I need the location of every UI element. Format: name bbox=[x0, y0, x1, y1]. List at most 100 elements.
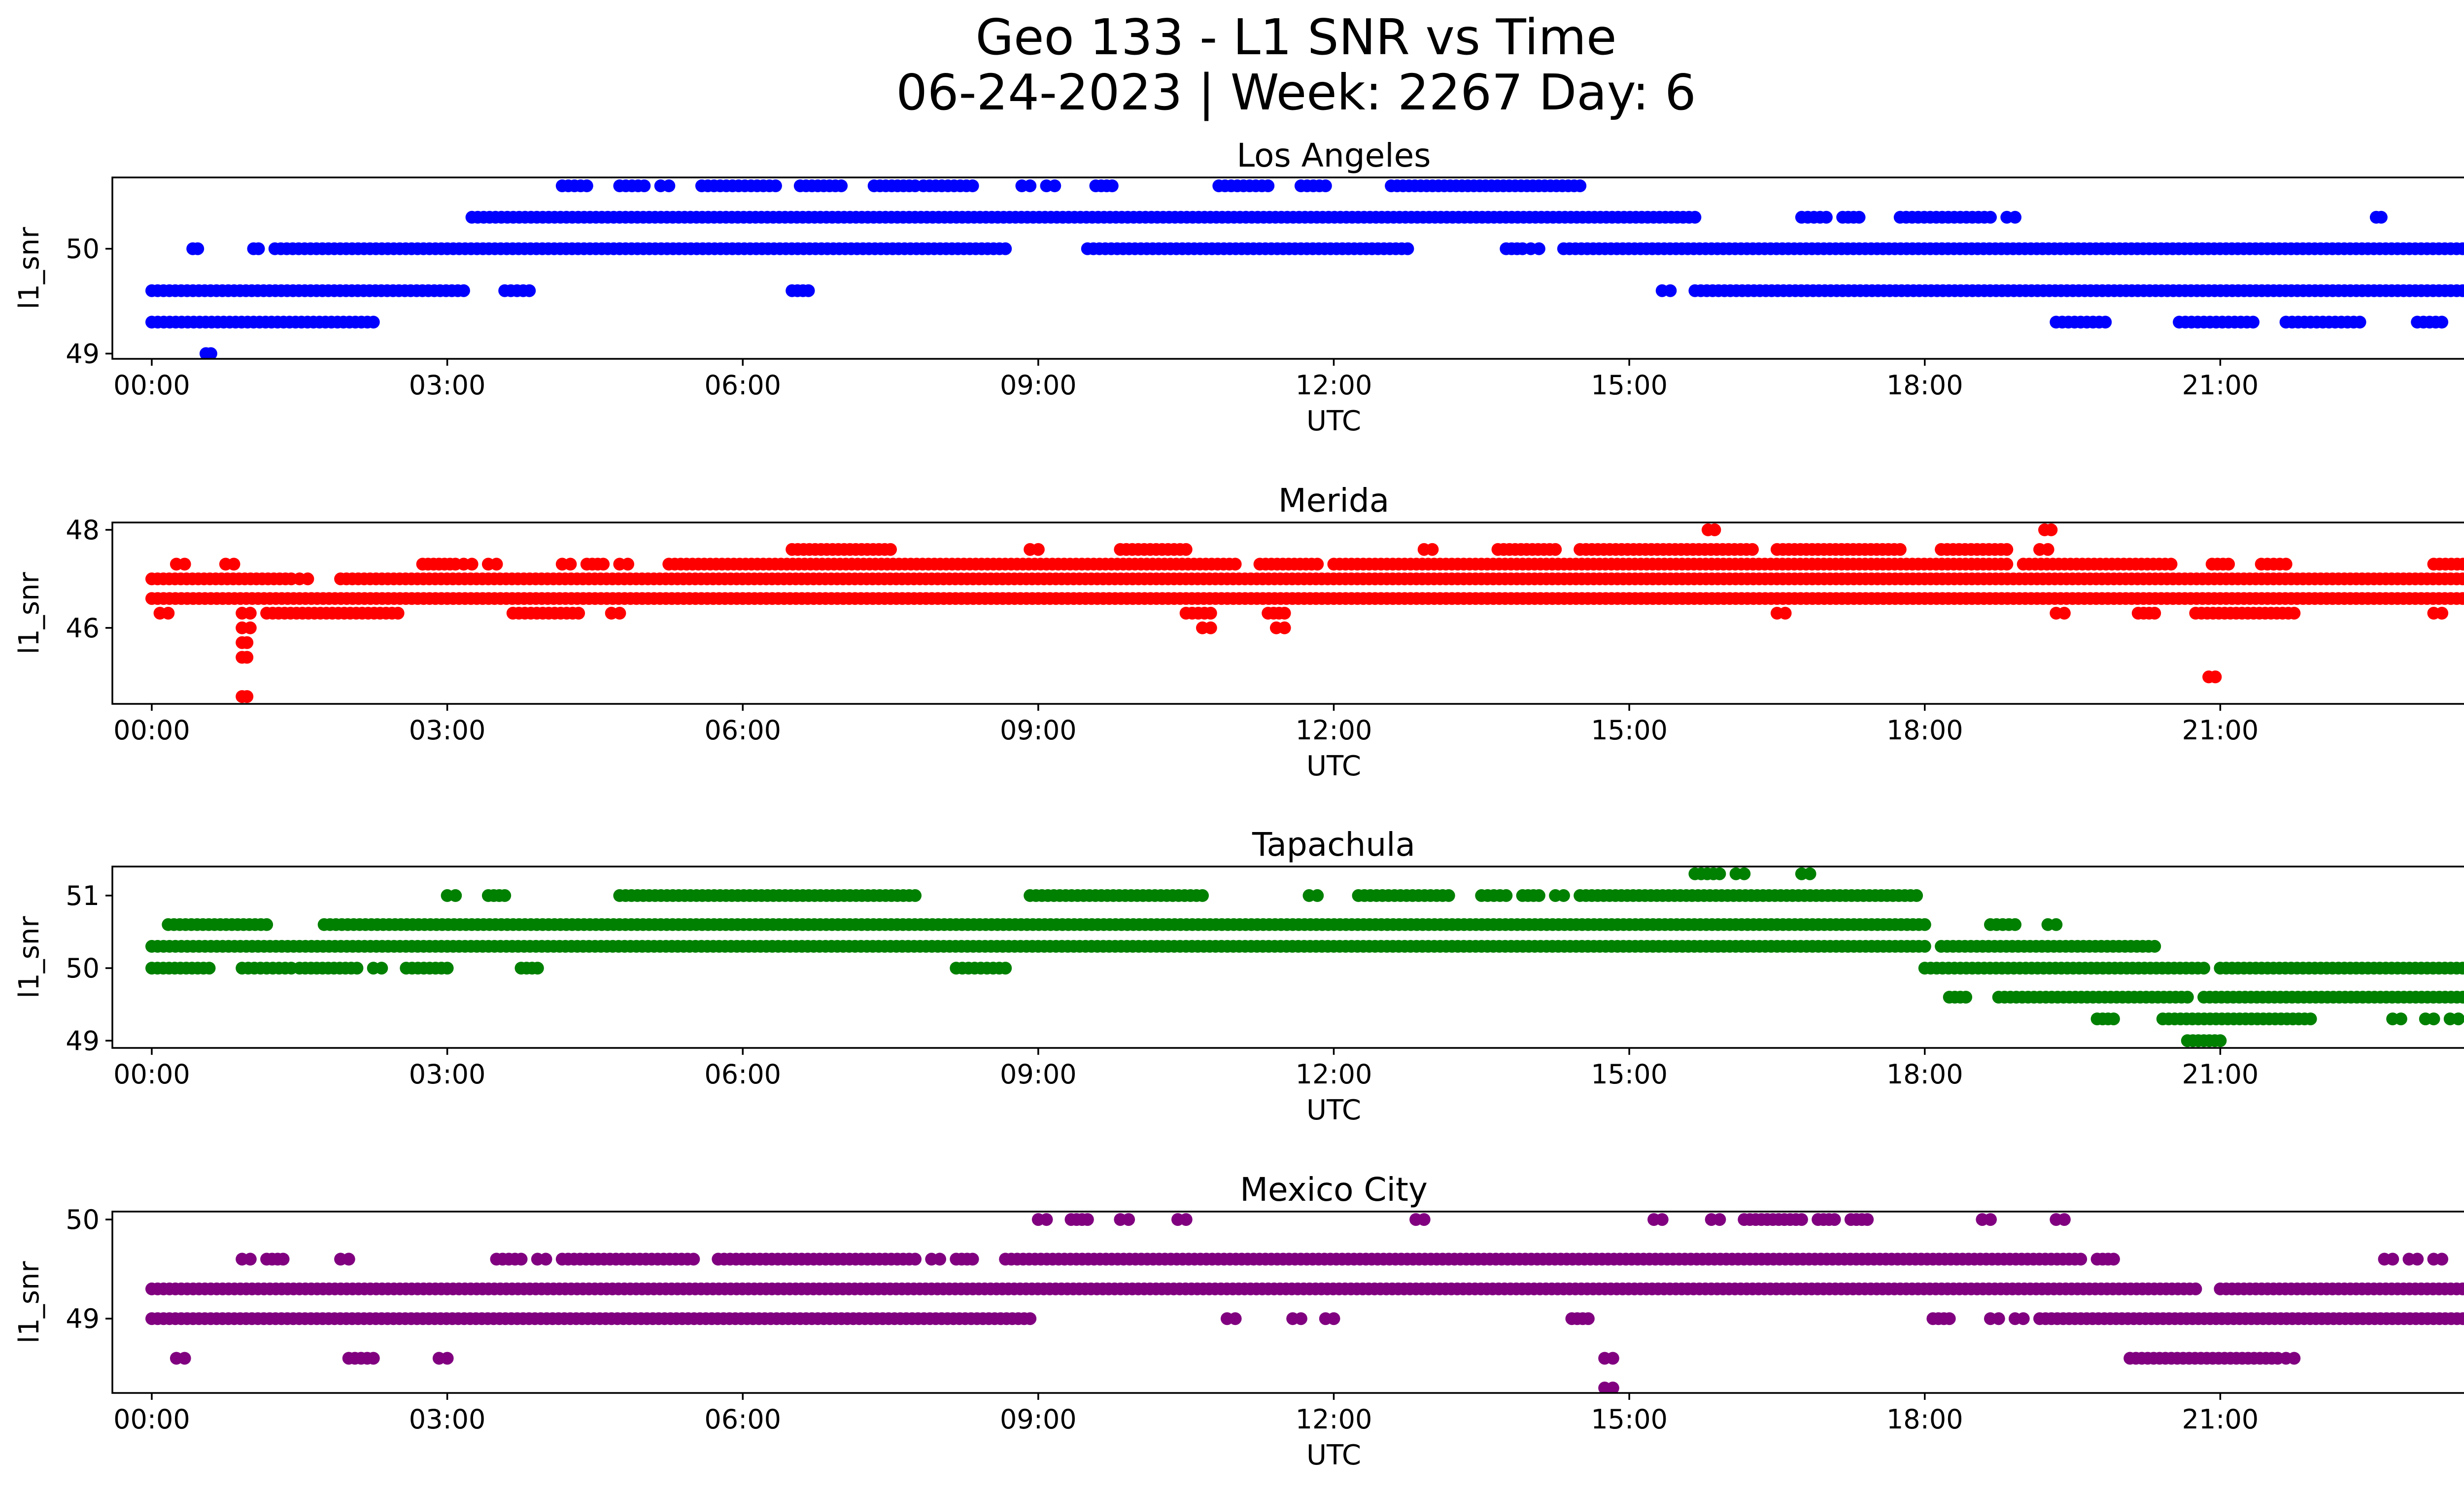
data-point bbox=[613, 607, 626, 620]
x-tick-label: 18:00 bbox=[1886, 370, 1963, 401]
data-point bbox=[1179, 1213, 1193, 1226]
data-point bbox=[1040, 1213, 1053, 1226]
data-point bbox=[539, 1252, 552, 1266]
data-point bbox=[2148, 607, 2161, 620]
subplot-panels: Los Angeles 00:00 03:00 06:00 09:00 12:00 15:0… bbox=[13, 137, 2464, 1471]
data-point bbox=[1327, 1312, 1340, 1325]
data-point bbox=[1918, 918, 1931, 931]
data-point bbox=[2462, 593, 2464, 603]
data-point bbox=[178, 557, 191, 571]
scatter-points bbox=[145, 867, 2464, 1047]
data-point bbox=[1738, 867, 1751, 880]
data-point bbox=[441, 1352, 454, 1365]
x-tick-label: 12:00 bbox=[1296, 1404, 1372, 1435]
data-point bbox=[2386, 1252, 2399, 1266]
data-point bbox=[2164, 557, 2178, 571]
data-point bbox=[243, 621, 257, 634]
data-point bbox=[1442, 889, 1455, 902]
data-point bbox=[1606, 1381, 1619, 1393]
x-tick-label: 00:00 bbox=[113, 715, 190, 746]
data-point bbox=[1746, 543, 1759, 556]
data-point bbox=[1122, 1213, 1135, 1226]
data-point bbox=[909, 889, 922, 902]
data-point bbox=[1713, 867, 1726, 880]
data-point bbox=[1024, 1312, 1037, 1325]
data-point bbox=[1311, 557, 1324, 571]
data-point bbox=[2057, 607, 2071, 620]
data-point bbox=[514, 1252, 528, 1266]
y-tick-label: 51 bbox=[66, 880, 100, 911]
data-point bbox=[802, 284, 815, 297]
data-point bbox=[2107, 1012, 2120, 1026]
scatter-points bbox=[145, 523, 2464, 703]
data-point bbox=[1549, 543, 1562, 556]
data-point bbox=[2148, 939, 2161, 953]
x-tick-label: 06:00 bbox=[704, 1059, 781, 1090]
data-point bbox=[909, 1252, 922, 1266]
x-tick-label: 15:00 bbox=[1591, 1059, 1668, 1090]
data-point bbox=[2427, 1012, 2440, 1026]
data-point bbox=[999, 242, 1012, 255]
data-point bbox=[2456, 962, 2464, 975]
panel-title: Tapachula bbox=[1252, 826, 1415, 864]
data-point bbox=[449, 889, 462, 902]
x-tick-label: 03:00 bbox=[409, 370, 486, 401]
x-tick-label: 03:00 bbox=[409, 1404, 486, 1435]
data-point bbox=[2045, 523, 2058, 536]
y-tick-label: 50 bbox=[66, 953, 100, 984]
x-axis-label: UTC bbox=[1306, 405, 1361, 437]
data-point bbox=[1278, 621, 1291, 634]
x-axis-label: UTC bbox=[1306, 750, 1361, 782]
data-point bbox=[1105, 179, 1119, 192]
x-tick-label: 03:00 bbox=[409, 1059, 486, 1090]
data-point bbox=[243, 1252, 257, 1266]
data-point bbox=[2462, 244, 2464, 253]
data-point bbox=[1179, 543, 1193, 556]
figure-title-line-2: 06-24-2023 | Week: 2267 Day: 6 bbox=[896, 64, 1696, 121]
data-point bbox=[1606, 1352, 1619, 1365]
scatter-points bbox=[145, 179, 2464, 359]
data-point bbox=[1828, 1213, 1841, 1226]
data-point bbox=[1918, 939, 1931, 953]
data-point bbox=[1048, 179, 1061, 192]
y-tick-label: 48 bbox=[66, 515, 100, 546]
data-point bbox=[933, 1252, 946, 1266]
data-point bbox=[1893, 543, 1907, 556]
data-point bbox=[1992, 1312, 2005, 1325]
x-tick-label: 15:00 bbox=[1591, 1404, 1668, 1435]
y-axis-label: l1_snr bbox=[13, 1261, 45, 1344]
data-point bbox=[2181, 991, 2194, 1004]
data-point bbox=[367, 315, 380, 329]
data-point bbox=[178, 1352, 191, 1365]
x-tick-label: 00:00 bbox=[113, 370, 190, 401]
data-point bbox=[2456, 991, 2464, 1004]
data-point bbox=[240, 690, 254, 703]
data-point bbox=[1803, 867, 1816, 880]
data-point bbox=[2462, 1284, 2464, 1294]
y-tick-label: 46 bbox=[66, 613, 100, 644]
data-point bbox=[1664, 284, 1677, 297]
data-point bbox=[2000, 557, 2014, 571]
data-point bbox=[2074, 1252, 2088, 1266]
data-point bbox=[1910, 889, 1923, 902]
data-point bbox=[1031, 543, 1045, 556]
panel-title: Merida bbox=[1278, 482, 1389, 520]
data-point bbox=[2009, 210, 2021, 224]
x-tick-label: 09:00 bbox=[1000, 1404, 1077, 1435]
data-point bbox=[2462, 1314, 2464, 1323]
data-point bbox=[2452, 1012, 2464, 1026]
data-point bbox=[1852, 210, 1866, 224]
data-point bbox=[2009, 918, 2021, 931]
x-tick-label: 00:00 bbox=[113, 1059, 190, 1090]
data-point bbox=[1262, 179, 1275, 192]
data-point bbox=[2189, 1282, 2202, 1295]
data-point bbox=[2107, 1252, 2120, 1266]
data-point bbox=[1984, 210, 1997, 224]
data-point bbox=[572, 607, 585, 620]
x-tick-label: 21:00 bbox=[2182, 715, 2259, 746]
panel-3: Mexico City 00:00 03:00 06:00 09:00 12:00 15:0… bbox=[13, 1171, 2464, 1471]
x-tick-label: 15:00 bbox=[1591, 370, 1668, 401]
y-axis-label: l1_snr bbox=[13, 227, 45, 310]
data-point bbox=[276, 1252, 290, 1266]
data-point bbox=[2222, 557, 2235, 571]
